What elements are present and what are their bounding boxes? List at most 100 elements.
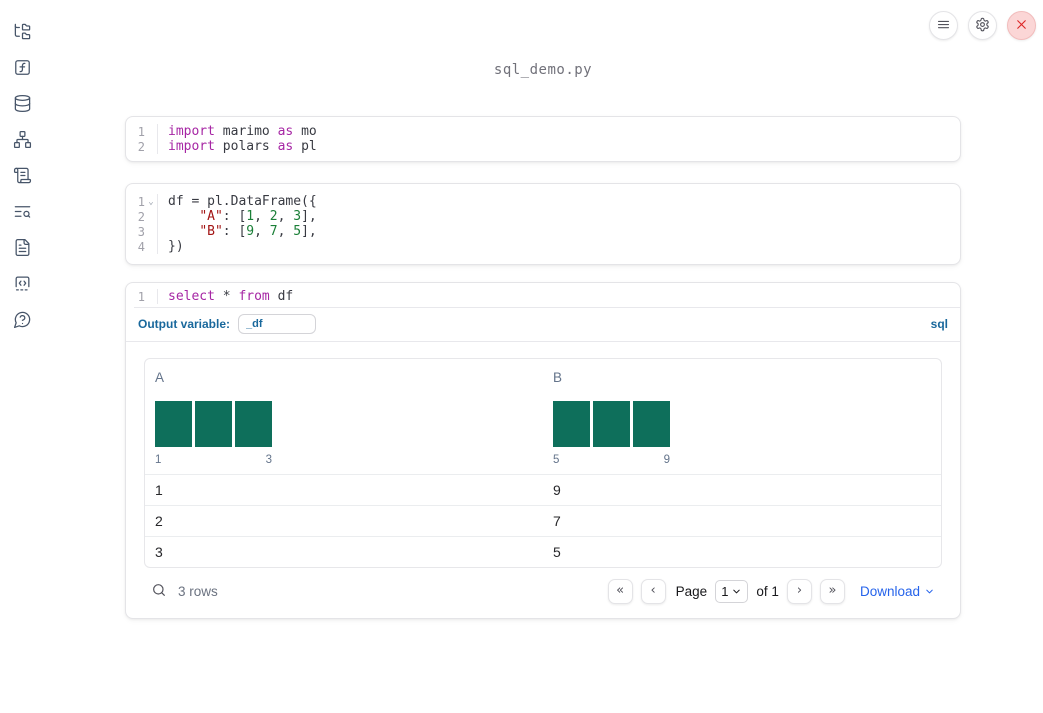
code-line[interactable]: 1 import marimo as mo (126, 124, 960, 139)
code-editor[interactable]: 1 ⌄ df = pl.DataFrame({2 "A": [1, 2, 3], 3 … (126, 194, 960, 254)
line-number: 1 (137, 124, 145, 139)
token: as (277, 124, 294, 139)
line-number: 1 (137, 194, 145, 209)
hamburger-icon (936, 17, 951, 35)
token: , (277, 209, 294, 224)
column-name: A (155, 370, 165, 385)
histogram (155, 401, 533, 447)
token: * (214, 289, 239, 304)
topbar (929, 11, 1036, 40)
sql-cell[interactable]: 1 select * from df Output variable: sql A… (125, 282, 961, 619)
line-gutter: 1 (126, 124, 158, 139)
table-cell: 2 (155, 513, 163, 529)
axis-tick: 5 (553, 454, 560, 466)
line-gutter: 2 (126, 139, 158, 154)
table-cell: 7 (553, 513, 561, 529)
axis-tick: 1 (155, 454, 162, 466)
histogram-bar (553, 401, 590, 447)
table-cell: 9 (553, 482, 561, 498)
code-cell-dataframe[interactable]: 1 ⌄ df = pl.DataFrame({2 "A": [1, 2, 3], 3 … (125, 183, 961, 265)
gear-icon (975, 17, 990, 35)
search-icon (151, 582, 167, 601)
token: select (168, 289, 215, 304)
line-gutter: 3 (126, 224, 158, 239)
token: 9 (246, 224, 255, 239)
table-cell: 1 (155, 482, 163, 498)
page-select-value: 1 (721, 584, 729, 599)
code-text: select * from df (158, 289, 293, 304)
sidebar-item-help[interactable] (8, 307, 36, 335)
file-tree-icon (13, 22, 32, 44)
sidebar-item-file-explorer[interactable] (8, 19, 36, 47)
histogram-bar (593, 401, 630, 447)
fold-icon[interactable]: ⌄ (148, 196, 154, 207)
download-button[interactable]: Download (860, 584, 935, 599)
token: "A" (199, 209, 223, 224)
table-search-button[interactable] (151, 582, 167, 601)
language-badge: sql (930, 317, 948, 331)
sql-editor[interactable]: 1 select * from df (126, 283, 960, 307)
sidebar-item-documentation[interactable] (8, 235, 36, 263)
token (168, 224, 199, 239)
code-line[interactable]: 1 ⌄ df = pl.DataFrame({ (126, 194, 960, 209)
token: ], (301, 209, 317, 224)
sidebar-item-scratchpad[interactable] (8, 163, 36, 191)
code-square-icon (13, 274, 32, 296)
code-line[interactable]: 2 import polars as pl (126, 139, 960, 154)
table-cell: 5 (553, 544, 561, 560)
code-line[interactable]: 3 "B": [9, 7, 5], (126, 224, 960, 239)
sidebar-item-dependency-graph[interactable] (8, 127, 36, 155)
token: }) (168, 239, 184, 254)
output-variable-input[interactable] (238, 314, 317, 334)
code-cell-imports[interactable]: 1 import marimo as mo 2 import polars as pl (125, 116, 961, 162)
code-line[interactable]: 2 "A": [1, 2, 3], (126, 209, 960, 224)
shutdown-button[interactable] (1007, 11, 1036, 40)
sql-cell-footer: Output variable: sql (126, 308, 960, 342)
table-cell: 3 (155, 544, 163, 560)
settings-button[interactable] (968, 11, 997, 40)
next-page-button[interactable]: › (786, 579, 812, 604)
page-label: Page (675, 584, 708, 599)
sidebar-item-data-sources[interactable] (8, 91, 36, 119)
menu-button[interactable] (929, 11, 958, 40)
token: 5 (293, 224, 302, 239)
notebook: sql_demo.py 1 import marimo as mo 2 import … (125, 0, 961, 619)
chevron-left-icon: ‹ (650, 583, 656, 598)
line-number: 3 (137, 224, 145, 239)
output-variable-label: Output variable: (138, 317, 231, 331)
code-line[interactable]: 1 select * from df (126, 289, 960, 304)
sidebar-item-logs[interactable] (8, 199, 36, 227)
sidebar (0, 0, 44, 713)
help-bubble-icon (13, 310, 32, 332)
page-select[interactable]: 1 (715, 580, 749, 603)
code-text: "B": [9, 7, 5], (158, 224, 316, 239)
last-page-button[interactable]: » (819, 579, 845, 604)
code-editor[interactable]: 1 import marimo as mo 2 import polars as pl (126, 124, 960, 154)
prev-page-button[interactable]: ‹ (640, 579, 666, 604)
code-text: }) (158, 239, 184, 254)
file-text-icon (13, 238, 32, 260)
sidebar-item-snippets[interactable] (8, 271, 36, 299)
token: , (277, 224, 294, 239)
first-page-button[interactable]: « (607, 579, 633, 604)
token: mo (293, 124, 317, 139)
histogram-bar (195, 401, 232, 447)
line-number: 4 (137, 239, 145, 254)
token: , (254, 224, 270, 239)
histogram-bar (633, 401, 670, 447)
line-gutter: 1 ⌄ (126, 194, 158, 209)
token: from (238, 289, 270, 304)
code-line[interactable]: 4}) (126, 239, 960, 254)
pagination: « ‹ Page 1 of 1 › » Download (607, 579, 935, 604)
scroll-icon (13, 166, 32, 188)
sidebar-item-variables[interactable] (8, 55, 36, 83)
token: : [ (222, 224, 247, 239)
